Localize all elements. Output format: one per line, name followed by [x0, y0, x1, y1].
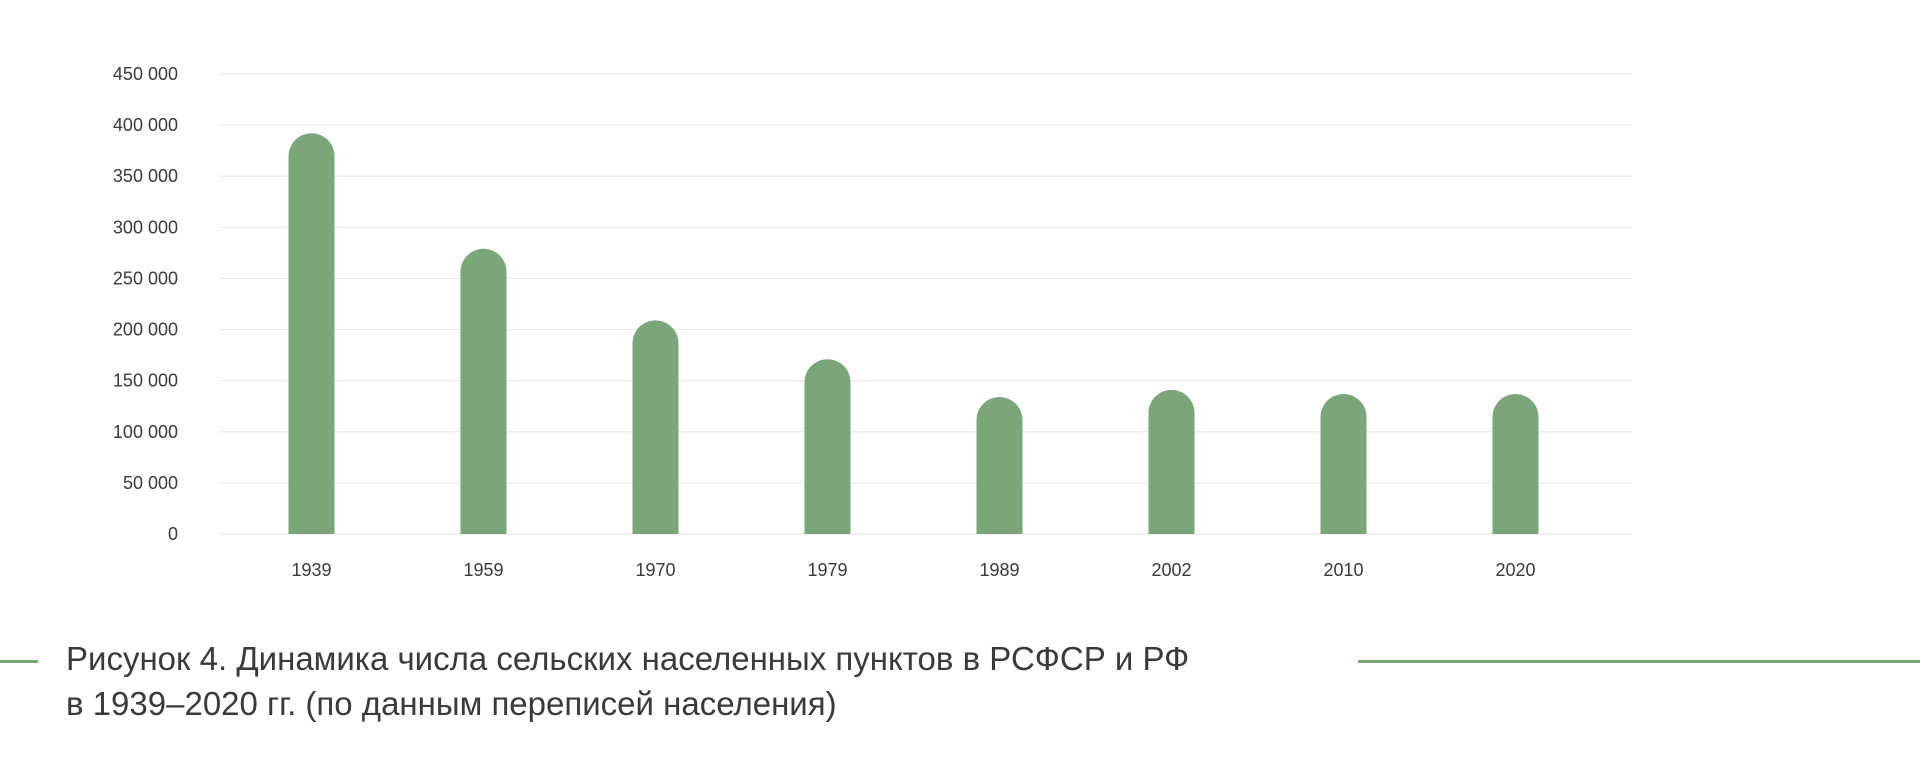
x-tick-label-1959: 1959 [463, 560, 503, 580]
bar-1989 [976, 397, 1023, 534]
y-tick-label: 50 000 [123, 473, 178, 493]
y-tick-label: 400 000 [113, 115, 178, 135]
x-tick-label-1970: 1970 [635, 560, 675, 580]
x-axis-tick-labels: 1939 1959 1970 1979 1989 2002 2010 2020 [291, 560, 1535, 580]
caption-line-2: в 1939–2020 гг. (по данным переписей нас… [66, 685, 837, 722]
y-tick-label: 200 000 [113, 320, 178, 340]
bars [288, 133, 1539, 535]
caption-line-1: Рисунок 4. Динамика числа сельских насел… [66, 640, 1190, 677]
bar-2020 [1492, 393, 1539, 534]
caption-text: Рисунок 4. Динамика числа сельских насел… [66, 636, 1336, 726]
y-tick-label: 0 [168, 524, 178, 544]
y-tick-label: 300 000 [113, 217, 178, 237]
bar-2010 [1320, 393, 1367, 534]
x-tick-label-2010: 2010 [1323, 560, 1363, 580]
x-tick-label-1979: 1979 [807, 560, 847, 580]
bar-2002 [1148, 389, 1195, 534]
bar-chart: 0 50 000 100 000 150 000 200 000 250 000 300 0… [113, 64, 1632, 580]
y-tick-label: 150 000 [113, 371, 178, 391]
y-tick-label: 350 000 [113, 166, 178, 186]
y-tick-label: 450 000 [113, 64, 178, 84]
x-tick-label-2020: 2020 [1495, 560, 1535, 580]
y-axis-tick-labels: 0 50 000 100 000 150 000 200 000 250 000 300 0… [113, 64, 178, 544]
bar-1959 [460, 248, 507, 535]
figure-caption: Рисунок 4. Динамика числа сельских насел… [0, 636, 1920, 736]
y-tick-label: 250 000 [113, 268, 178, 288]
x-tick-label-2002: 2002 [1151, 560, 1191, 580]
x-tick-label-1989: 1989 [979, 560, 1019, 580]
caption-accent-line-right [1358, 660, 1920, 663]
x-tick-label-1939: 1939 [291, 560, 331, 580]
grid-lines [220, 73, 1632, 535]
y-tick-label: 100 000 [113, 422, 178, 442]
bar-1939 [288, 133, 335, 535]
caption-accent-line-left [0, 660, 38, 663]
bar-1970 [632, 320, 679, 534]
bar-1979 [804, 359, 851, 534]
